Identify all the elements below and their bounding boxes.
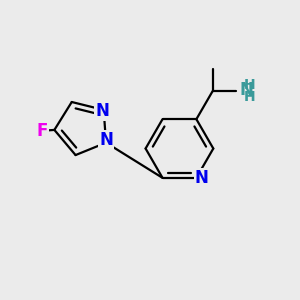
Text: N: N xyxy=(195,169,208,187)
Text: H: H xyxy=(244,90,255,104)
Text: F: F xyxy=(36,122,48,140)
Text: H: H xyxy=(244,78,255,92)
Text: N: N xyxy=(99,131,113,149)
Text: N: N xyxy=(239,81,253,99)
Text: N: N xyxy=(95,102,109,120)
